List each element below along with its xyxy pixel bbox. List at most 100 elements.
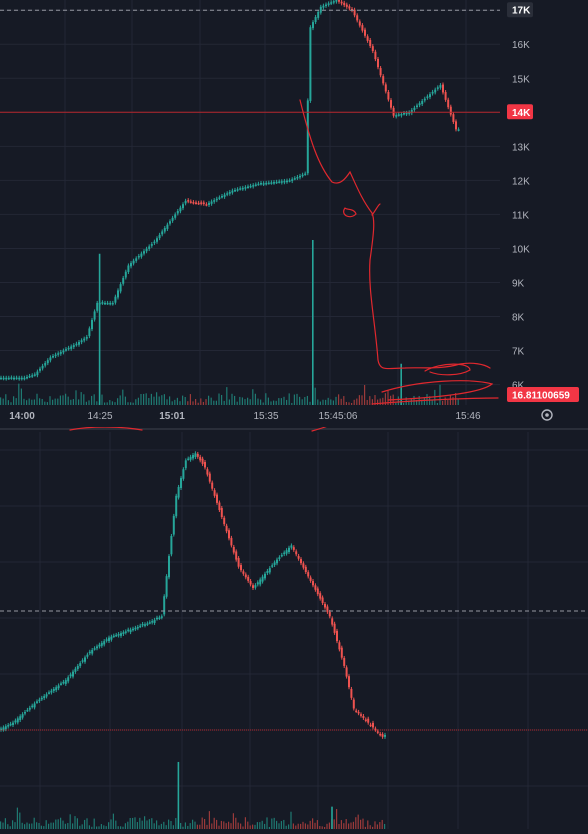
gear-icon-ring <box>541 409 553 421</box>
candle <box>48 692 50 694</box>
candle <box>343 2 346 6</box>
volume-bar <box>195 398 197 405</box>
volume-bar <box>40 825 42 829</box>
candle <box>387 91 390 100</box>
volume-bar <box>103 825 105 829</box>
volume-bar <box>49 396 51 405</box>
volume-bar <box>189 394 191 405</box>
volume-bar <box>328 822 330 829</box>
volume-bar <box>134 817 136 829</box>
x-tick-label: 14:00 <box>9 411 35 422</box>
gear-icon[interactable] <box>541 409 553 421</box>
volume-bar <box>345 401 347 405</box>
volume-bar <box>376 824 378 829</box>
candle <box>295 551 298 555</box>
volume-bar <box>362 818 364 829</box>
volume-bar <box>196 824 198 829</box>
volume-bar <box>205 399 207 405</box>
candle <box>444 92 447 100</box>
volume-bar <box>108 822 110 829</box>
candle <box>79 663 82 667</box>
volume-bar <box>76 818 78 829</box>
candle <box>390 100 392 108</box>
candle <box>136 626 139 629</box>
volume-bar <box>300 823 302 829</box>
candle <box>309 27 312 101</box>
candle <box>345 667 348 677</box>
candle <box>115 634 118 637</box>
volume-bar <box>88 400 90 405</box>
volume-bar <box>179 401 181 405</box>
candle <box>44 363 47 366</box>
candles <box>0 0 460 739</box>
volume-bar <box>72 399 74 405</box>
volume-bar <box>130 402 132 405</box>
volume-bar <box>237 822 239 829</box>
candle <box>350 688 353 698</box>
candle <box>418 103 421 106</box>
volume-bar <box>0 821 2 829</box>
x-tick-label: 15:45:06 <box>319 411 358 422</box>
volume-bar <box>230 823 232 829</box>
candle <box>114 296 117 303</box>
candle <box>332 1 335 3</box>
candle <box>197 202 200 205</box>
candle <box>416 105 418 108</box>
volume-bar <box>330 399 332 405</box>
candle <box>88 328 91 337</box>
candle <box>314 17 317 23</box>
volume-bar <box>72 823 74 829</box>
volume-bar <box>85 401 87 405</box>
volume-bar <box>228 399 230 405</box>
volume-bar <box>431 399 433 405</box>
volume-bar <box>374 821 376 829</box>
x-tick-label: 15:46 <box>455 411 480 422</box>
volume-bar <box>317 399 319 405</box>
candle <box>261 576 264 582</box>
volume-bar <box>127 821 129 829</box>
candle <box>270 182 273 184</box>
volume-bar <box>81 824 83 829</box>
volume-bar <box>93 394 95 405</box>
candle <box>321 597 324 604</box>
candle <box>132 260 135 264</box>
candle <box>74 668 77 672</box>
y-tick-label: 8K <box>512 313 525 324</box>
gear-icon-center <box>545 413 549 417</box>
volume-bar <box>283 396 285 405</box>
volume-bar <box>52 822 54 829</box>
volume-bar <box>280 821 282 829</box>
volume-bar <box>44 401 46 405</box>
volume-bar <box>122 389 124 405</box>
candle <box>0 728 2 731</box>
volume-bar <box>299 396 301 405</box>
candle <box>31 705 34 708</box>
volume-bar <box>31 399 33 405</box>
volume-bar <box>101 394 103 405</box>
candle <box>280 181 283 183</box>
candle <box>228 191 231 194</box>
candle <box>206 469 209 475</box>
volume-bar <box>252 389 254 405</box>
volume-bar <box>79 825 81 829</box>
volume-bar <box>247 397 249 405</box>
candle <box>397 114 400 116</box>
volume-bar <box>210 397 212 405</box>
volume-bar <box>55 819 57 829</box>
candle <box>101 302 104 304</box>
candle <box>392 107 395 116</box>
candle <box>364 29 366 36</box>
volume-bar <box>302 821 304 829</box>
candle <box>196 453 199 457</box>
volume-bar <box>307 824 309 829</box>
candle <box>124 271 127 278</box>
candle <box>366 36 369 41</box>
candle <box>237 558 240 567</box>
candle <box>259 579 262 585</box>
candle <box>184 460 187 469</box>
volume-bar <box>293 394 295 405</box>
volume-bar <box>309 401 311 405</box>
volume-bar <box>98 826 100 829</box>
candle <box>241 187 244 190</box>
